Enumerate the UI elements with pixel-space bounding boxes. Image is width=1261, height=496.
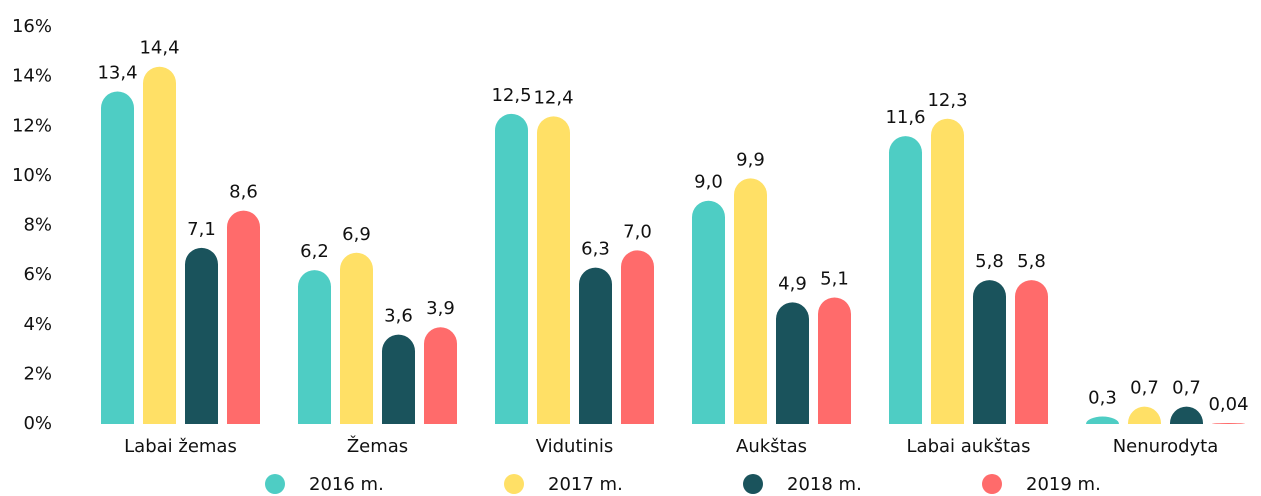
bar	[692, 200, 725, 424]
bar	[227, 210, 260, 424]
value-label: 4,9	[778, 273, 807, 294]
value-label: 0,7	[1130, 378, 1159, 399]
y-tick-label: 8%	[23, 215, 52, 236]
bar	[579, 267, 612, 424]
bar	[621, 250, 654, 424]
y-tick-label: 12%	[12, 115, 52, 136]
x-tick-label: Labai žemas	[124, 436, 237, 457]
value-label: 11,6	[885, 107, 925, 128]
bar	[382, 334, 415, 424]
value-label: 14,4	[139, 38, 179, 59]
value-label: 5,1	[820, 268, 849, 289]
value-label: 0,04	[1208, 394, 1248, 415]
bar	[424, 327, 457, 424]
legend-label: 2016 m.	[309, 474, 384, 495]
y-tick-label: 2%	[23, 363, 52, 384]
legend-label: 2018 m.	[787, 474, 862, 495]
value-label: 6,2	[300, 241, 329, 262]
value-label: 7,0	[623, 221, 652, 242]
bar	[185, 247, 218, 424]
legend-marker	[265, 474, 285, 494]
bar	[931, 118, 964, 424]
bar	[734, 178, 767, 424]
value-label: 7,1	[187, 219, 216, 240]
value-label: 9,0	[694, 172, 723, 193]
x-tick-label: Nenurodyta	[1113, 436, 1219, 457]
bar	[1086, 416, 1119, 424]
x-tick-label: Aukštas	[736, 436, 807, 457]
bar	[1212, 423, 1245, 424]
bar	[776, 302, 809, 424]
bar	[889, 136, 922, 425]
value-label: 5,8	[975, 251, 1004, 272]
bar	[143, 66, 176, 424]
bar	[298, 270, 331, 424]
y-tick-label: 14%	[12, 66, 52, 87]
legend-label: 2017 m.	[548, 474, 623, 495]
bar	[101, 91, 134, 424]
value-label: 12,4	[533, 87, 573, 108]
legend-label: 2019 m.	[1026, 474, 1101, 495]
bar	[537, 116, 570, 424]
legend-marker	[504, 474, 524, 494]
x-tick-label: Žemas	[347, 435, 408, 457]
value-label: 3,9	[426, 298, 455, 319]
value-label: 6,3	[581, 239, 610, 260]
bar	[340, 252, 373, 424]
value-label: 9,9	[736, 149, 765, 170]
value-label: 12,3	[927, 90, 967, 111]
bar	[973, 280, 1006, 424]
y-tick-label: 6%	[23, 264, 52, 285]
value-label: 5,8	[1017, 251, 1046, 272]
x-tick-label: Labai aukštas	[907, 436, 1031, 457]
bar	[818, 297, 851, 424]
bar	[1015, 280, 1048, 424]
y-tick-label: 4%	[23, 314, 52, 335]
y-tick-label: 16%	[12, 16, 52, 37]
value-label: 6,9	[342, 224, 371, 245]
value-label: 8,6	[229, 182, 258, 203]
legend-marker	[743, 474, 763, 494]
value-label: 0,3	[1088, 388, 1117, 409]
bar	[1128, 406, 1161, 424]
y-tick-label: 0%	[23, 413, 52, 434]
bar	[1170, 406, 1204, 424]
value-label: 0,7	[1172, 378, 1201, 399]
value-label: 3,6	[384, 306, 413, 327]
value-label: 12,5	[491, 85, 531, 106]
value-label: 13,4	[97, 63, 137, 84]
legend-marker	[982, 474, 1002, 494]
y-tick-label: 10%	[12, 165, 52, 186]
bar	[495, 113, 528, 425]
x-tick-label: Vidutinis	[536, 436, 614, 457]
